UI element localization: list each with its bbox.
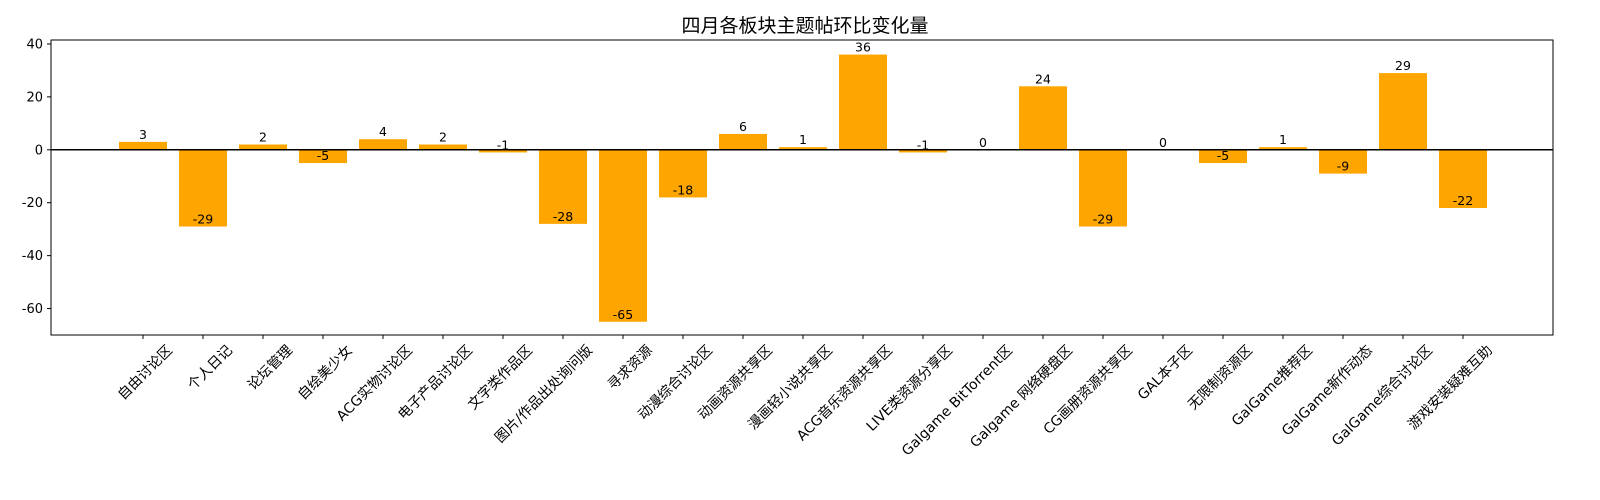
bar-value-label: 2 — [259, 130, 267, 145]
bar — [359, 139, 407, 150]
bars-group — [51, 54, 1553, 322]
y-tick-label: -20 — [22, 196, 43, 211]
y-tick-label: 20 — [26, 90, 43, 105]
x-category-label: GalGame综合讨论区 — [1329, 343, 1436, 450]
bar — [839, 54, 887, 150]
bar — [179, 149, 227, 227]
bar — [1199, 149, 1247, 164]
bar-value-label: 29 — [1395, 58, 1411, 73]
bar — [599, 149, 647, 322]
bar-value-label: 24 — [1035, 71, 1051, 86]
x-category-label: 论坛管理 — [245, 343, 296, 394]
x-axis: 自由讨论区 个人日记 论坛管理 自绘美少女ACG实物讨论区电子产品讨论区文字类作品区图… — [115, 335, 1496, 459]
bar-value-label: 6 — [739, 119, 747, 134]
bar-value-label: 0 — [1159, 135, 1167, 150]
bar — [419, 144, 467, 150]
bar — [1379, 73, 1427, 150]
bar-value-label: 2 — [439, 130, 447, 145]
x-category-label: 自由讨论区 — [115, 343, 176, 404]
bar-value-label: -1 — [497, 137, 509, 152]
bar-value-label: -29 — [193, 212, 213, 227]
bar-value-label: -5 — [317, 148, 329, 163]
bar — [899, 149, 947, 153]
bar-value-label: -9 — [1337, 159, 1350, 174]
bar-value-label: -1 — [917, 137, 929, 152]
bar — [1019, 86, 1067, 150]
bar — [1439, 149, 1487, 209]
y-axis: -60 -40 -20 0 20 40 — [22, 37, 51, 317]
bar — [779, 147, 827, 150]
bar — [539, 149, 587, 224]
bar-value-label: -28 — [553, 209, 573, 224]
x-category-label: 个人日记 — [185, 343, 236, 394]
bar — [1259, 147, 1307, 150]
y-tick-label: -60 — [22, 302, 43, 317]
y-tick-label: 0 — [35, 143, 43, 158]
x-category-label: 自绘美少女 — [294, 342, 356, 404]
chart-title: 四月各板块主题帖环比变化量 — [681, 15, 928, 37]
bar-value-label: 4 — [379, 124, 387, 139]
bar-value-label: -29 — [1093, 212, 1113, 227]
y-tick-label: 40 — [26, 37, 43, 52]
bar-value-label: 1 — [799, 132, 807, 147]
bar — [1079, 149, 1127, 227]
bar — [659, 149, 707, 198]
y-tick-label: -40 — [22, 249, 43, 264]
bar-value-label: -65 — [613, 307, 633, 322]
bar — [479, 149, 527, 153]
x-category-label: GAL本子区 — [1135, 343, 1196, 404]
bar — [1319, 149, 1367, 174]
bar-value-label: 36 — [855, 40, 871, 55]
x-category-label: Galgame BitTorrent区 — [899, 343, 1016, 460]
x-category-label: 寻求资源 — [605, 343, 656, 394]
x-category-label: Galgame 网络硬盘区 — [967, 342, 1076, 451]
bar-value-label: 1 — [1279, 132, 1287, 147]
bar — [239, 144, 287, 150]
bar-value-label: -5 — [1217, 148, 1229, 163]
data-labels-group: 3 -29 2 -5 4 2 -1 -28 -65 -18 6 1 36 -1 0 24 -29 0 -5 1 -9 29… — [139, 40, 1473, 322]
plot-area-frame — [50, 39, 1554, 336]
bar — [119, 141, 167, 150]
bar — [299, 149, 347, 164]
bar-value-label: -22 — [1453, 193, 1473, 208]
bar — [719, 133, 767, 150]
bar-value-label: 3 — [139, 127, 147, 142]
bar-value-label: -18 — [673, 182, 693, 197]
bar-value-label: 0 — [979, 135, 987, 150]
